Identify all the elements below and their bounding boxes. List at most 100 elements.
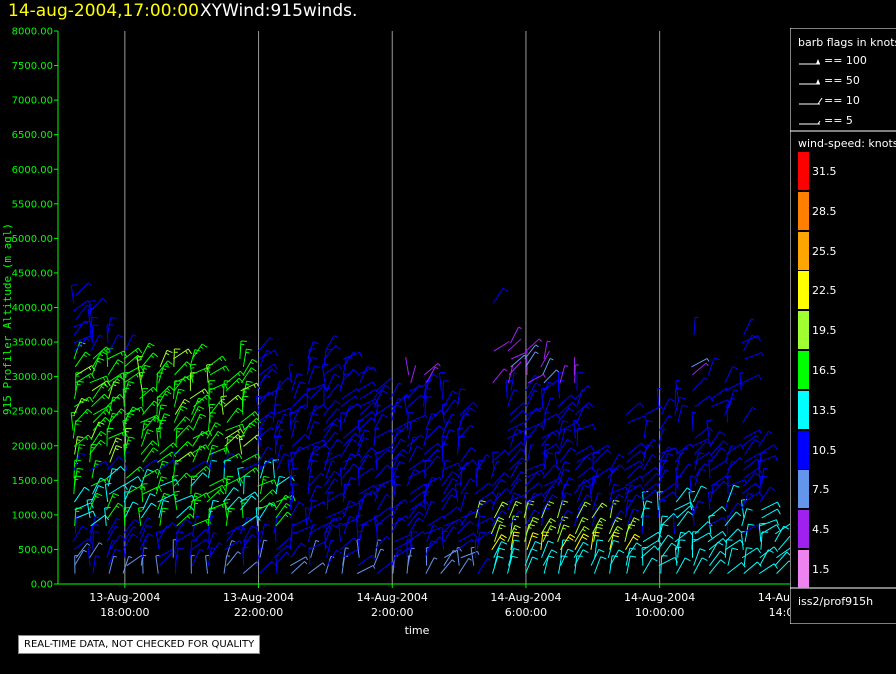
- wind-barb: [540, 518, 556, 535]
- wind-barb: [341, 368, 359, 384]
- speed-legend-label: 13.5: [812, 403, 837, 417]
- wind-barb: [525, 516, 540, 535]
- wind-barb: [758, 444, 778, 455]
- wind-barb: [693, 451, 713, 463]
- wind-barb: [323, 400, 341, 415]
- wind-barb: [527, 492, 538, 511]
- wind-barb: [541, 381, 555, 399]
- wind-barb: [424, 500, 435, 519]
- wind-barb: [323, 453, 343, 463]
- wind-barb: [139, 524, 153, 543]
- wind-barb: [525, 556, 539, 574]
- wind-barb: [308, 405, 319, 423]
- wind-barb: [142, 485, 163, 495]
- wind-barb: [76, 510, 96, 519]
- wind-barb: [460, 550, 480, 559]
- wind-barb: [525, 351, 539, 368]
- wind-barb: [376, 523, 383, 542]
- wind-barb: [374, 536, 390, 551]
- wind-barb: [192, 413, 206, 431]
- wind-barb: [140, 429, 154, 447]
- wind-barb: [609, 549, 625, 566]
- wind-barb: [542, 412, 550, 431]
- wind-barb: [290, 523, 296, 542]
- speed-legend-label: 4.5: [812, 523, 830, 537]
- wind-barb: [441, 530, 449, 550]
- wind-barb: [591, 517, 607, 535]
- wind-barb: [192, 430, 208, 447]
- wind-barb: [475, 500, 486, 519]
- wind-barb: [156, 360, 173, 376]
- wind-barb: [293, 381, 306, 399]
- x-tick-date: 13-Aug-2004: [223, 591, 294, 604]
- wind-barb: [339, 537, 357, 551]
- wind-barb: [324, 478, 338, 495]
- wind-barb: [326, 438, 343, 455]
- wind-barb: [288, 364, 293, 383]
- wind-barb: [374, 539, 382, 558]
- wind-barb: [743, 472, 761, 487]
- wind-barb: [109, 334, 124, 352]
- wind-barb: [758, 430, 772, 447]
- wind-barb: [457, 412, 470, 431]
- legend-panel: barb flags in knots == 100 == 50 == 10 == 5…: [790, 28, 896, 624]
- wind-barb: [304, 507, 309, 526]
- wind-barb: [106, 465, 125, 479]
- wind-barb: [74, 549, 87, 566]
- wind-barb: [458, 558, 472, 574]
- wind-barb: [744, 352, 764, 360]
- wind-barb: [443, 549, 457, 566]
- wind-barb: [677, 539, 686, 558]
- wind-barb: [693, 548, 706, 566]
- wind-barb: [226, 496, 244, 511]
- wind-barb: [576, 427, 582, 447]
- wind-barb: [375, 479, 395, 487]
- wind-barb: [73, 341, 86, 360]
- wind-barb: [743, 429, 762, 439]
- wind-barb: [70, 411, 78, 431]
- wind-barb: [259, 363, 278, 376]
- wind-barb: [592, 468, 602, 487]
- wind-barb: [175, 494, 195, 503]
- wind-barb: [460, 510, 481, 519]
- wind-barb: [576, 372, 584, 391]
- speed-legend-label: 7.5: [812, 483, 830, 497]
- wind-barb: [259, 539, 268, 558]
- wind-barb: [308, 546, 316, 566]
- wind-barb: [291, 373, 304, 391]
- wind-barb: [89, 542, 103, 559]
- wind-barb: [208, 542, 223, 559]
- wind-barb: [491, 472, 510, 487]
- wind-barb: [373, 404, 382, 423]
- wind-barb: [444, 547, 462, 559]
- wind-barb: [510, 470, 527, 487]
- wind-barb: [510, 515, 520, 534]
- wind-barb: [191, 538, 210, 551]
- wind-barb: [724, 366, 739, 384]
- wind-barb: [560, 477, 575, 495]
- y-tick-label: 3000.00: [12, 372, 53, 383]
- wind-barb: [109, 408, 127, 423]
- wind-barb: [475, 517, 494, 527]
- wind-barb: [560, 548, 574, 566]
- wind-barb: [405, 357, 410, 375]
- wind-barb: [492, 368, 508, 384]
- wind-barb: [190, 405, 205, 423]
- wind-barb: [306, 452, 319, 471]
- legend-frame: [790, 28, 896, 624]
- wind-barb: [307, 501, 326, 511]
- wind-barb: [624, 484, 637, 503]
- wind-barb: [90, 430, 107, 447]
- wind-barb: [443, 413, 456, 431]
- speed-swatch: [798, 470, 809, 509]
- wind-barb: [507, 365, 514, 383]
- wind-barb: [373, 384, 391, 400]
- wind-barb: [393, 425, 410, 439]
- wind-barb: [225, 423, 245, 432]
- wind-barb: [256, 411, 275, 423]
- wind-barb: [658, 446, 674, 463]
- wind-barb: [507, 524, 521, 543]
- wind-barb: [507, 422, 526, 431]
- wind-barb: [359, 398, 379, 408]
- wind-barb: [524, 482, 543, 495]
